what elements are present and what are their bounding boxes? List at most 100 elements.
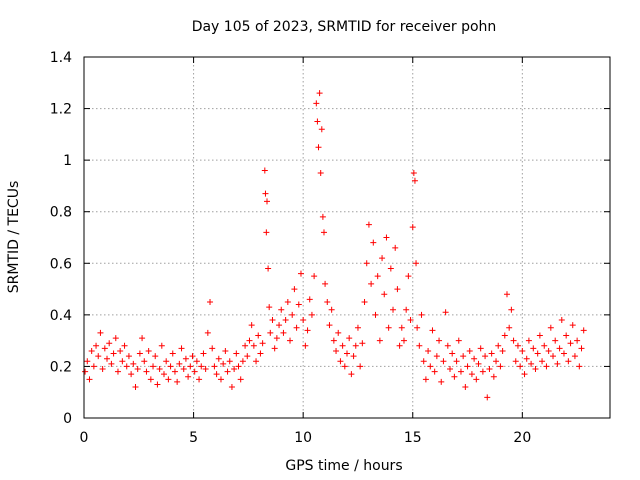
data-point: [495, 342, 502, 349]
y-tick-label: 1.4: [50, 50, 72, 66]
data-point: [237, 376, 244, 383]
y-axis-label: SRMTID / TECUs: [6, 181, 22, 294]
data-point: [242, 342, 249, 349]
data-point: [429, 327, 436, 334]
data-point: [128, 371, 135, 378]
data-point: [466, 347, 473, 354]
data-point: [280, 329, 287, 336]
data-point: [293, 324, 300, 331]
data-point: [276, 322, 283, 329]
gridlines: [84, 57, 610, 418]
data-point: [86, 376, 93, 383]
data-point: [121, 342, 128, 349]
data-point: [444, 342, 451, 349]
data-point: [269, 317, 276, 324]
data-point: [565, 358, 572, 365]
data-point: [289, 311, 296, 318]
data-point: [239, 358, 246, 365]
data-point: [365, 221, 372, 228]
data-point: [361, 298, 368, 305]
data-point: [297, 270, 304, 277]
data-point: [160, 371, 167, 378]
data-point: [300, 317, 307, 324]
data-point: [554, 360, 561, 367]
x-axis-label: GPS time / hours: [285, 458, 402, 474]
data-point: [410, 170, 417, 177]
data-point: [539, 358, 546, 365]
data-point: [479, 368, 486, 375]
data-point: [193, 358, 200, 365]
data-point: [484, 394, 491, 401]
data-point: [477, 345, 484, 352]
data-point: [139, 335, 146, 342]
data-point: [499, 347, 506, 354]
data-point: [462, 384, 469, 391]
data-point: [390, 306, 397, 313]
data-point: [306, 296, 313, 303]
data-point: [514, 342, 521, 349]
data-point: [97, 329, 104, 336]
data-point: [425, 347, 432, 354]
data-point: [222, 347, 229, 354]
data-point: [372, 311, 379, 318]
data-point: [171, 368, 178, 375]
data-point: [125, 353, 132, 360]
data-point: [189, 353, 196, 360]
data-point: [226, 358, 233, 365]
data-point: [250, 342, 257, 349]
data-point: [169, 350, 176, 357]
data-point: [302, 342, 309, 349]
data-point: [273, 335, 280, 342]
data-point: [405, 273, 412, 280]
data-point: [490, 373, 497, 380]
data-point: [326, 322, 333, 329]
data-point: [348, 371, 355, 378]
data-point: [244, 353, 251, 360]
data-point: [414, 324, 421, 331]
data-point: [304, 327, 311, 334]
data-point: [150, 363, 157, 370]
data-point: [282, 317, 289, 324]
data-point: [174, 378, 181, 385]
data-point: [447, 366, 454, 373]
data-point: [453, 358, 460, 365]
data-point: [416, 342, 423, 349]
x-tick-label: 15: [404, 430, 422, 446]
data-point: [508, 306, 515, 313]
data-point: [409, 224, 416, 231]
data-point: [475, 360, 482, 367]
data-point: [311, 273, 318, 280]
data-point: [576, 363, 583, 370]
data-point: [313, 100, 320, 107]
data-point: [261, 167, 268, 174]
data-point: [394, 286, 401, 293]
data-point: [567, 340, 574, 347]
data-point: [156, 366, 163, 373]
data-point: [427, 363, 434, 370]
x-tick-label: 0: [80, 430, 89, 446]
data-point: [385, 324, 392, 331]
data-point: [455, 337, 462, 344]
data-point: [534, 350, 541, 357]
data-point: [523, 355, 530, 362]
data-point: [341, 363, 348, 370]
data-point: [132, 384, 139, 391]
data-point: [352, 342, 359, 349]
data-point: [93, 342, 100, 349]
data-point: [158, 342, 165, 349]
data-point: [440, 358, 447, 365]
data-point: [228, 384, 235, 391]
data-point: [464, 363, 471, 370]
data-point: [82, 368, 89, 375]
data-point: [506, 324, 513, 331]
data-point: [552, 337, 559, 344]
data-point: [545, 347, 552, 354]
data-point: [295, 301, 302, 308]
data-point: [333, 347, 340, 354]
data-point: [231, 366, 238, 373]
data-point: [468, 371, 475, 378]
data-point: [532, 366, 539, 373]
data-point: [536, 332, 543, 339]
data-point: [145, 347, 152, 354]
data-point: [106, 340, 113, 347]
